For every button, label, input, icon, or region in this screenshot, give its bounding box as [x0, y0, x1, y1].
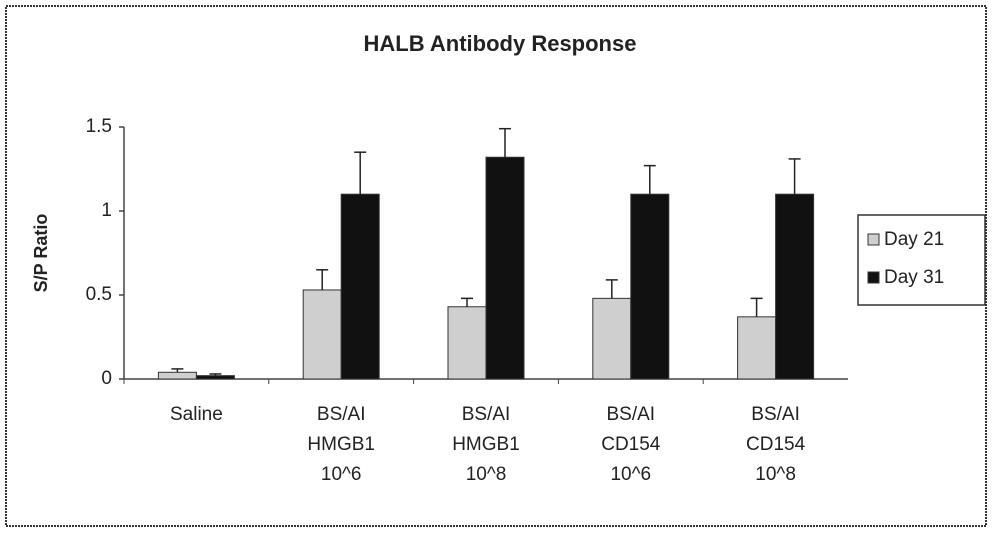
bar [340, 193, 380, 380]
bar [157, 371, 197, 380]
bar [195, 375, 235, 380]
bar [302, 289, 342, 380]
y-tick-label: 0 [101, 368, 112, 389]
x-tick-label: HMGB1 [307, 434, 375, 455]
bar [737, 316, 777, 380]
x-tick-label: 10^6 [610, 464, 651, 485]
x-tick-label: CD154 [601, 434, 661, 455]
bar [630, 193, 670, 380]
x-tick-label: CD154 [746, 434, 806, 455]
legend-label: Day 31 [884, 267, 944, 288]
x-tick-label: BS/AI [317, 404, 366, 425]
x-tick-label: Saline [170, 404, 223, 425]
y-tick-label: 1 [101, 200, 112, 221]
bar [447, 306, 487, 380]
y-tick-label: 0.5 [86, 284, 112, 305]
x-tick-label: BS/AI [462, 404, 511, 425]
bar [592, 297, 632, 380]
x-tick-label: 10^8 [755, 464, 796, 485]
x-tick-label: 10^8 [466, 464, 507, 485]
legend-label: Day 21 [884, 229, 944, 250]
x-tick-label: BS/AI [751, 404, 800, 425]
chart-title: HALB Antibody Response [364, 31, 637, 56]
y-tick-label: 1.5 [86, 116, 112, 137]
x-tick-label: BS/AI [607, 404, 656, 425]
x-tick-label: 10^6 [321, 464, 362, 485]
legend-swatch [867, 271, 880, 284]
bar [485, 156, 525, 380]
bar [775, 193, 815, 380]
y-axis-label: S/P Ratio [31, 214, 51, 293]
legend-box [857, 214, 986, 306]
legend-swatch [867, 233, 880, 246]
x-tick-label: HMGB1 [452, 434, 520, 455]
